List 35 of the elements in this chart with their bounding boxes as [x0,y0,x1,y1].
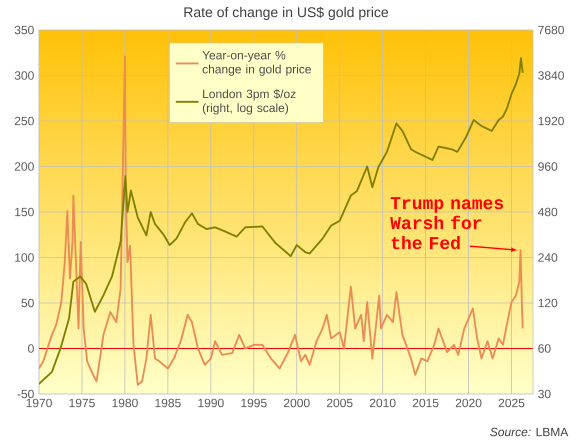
x-tick-label: 1985 [155,398,181,408]
y-tick-label: 350 [14,26,34,34]
x-tick-label: 1980 [112,398,138,408]
x-tick-label: 1970 [26,398,52,408]
y-tick-label: 0 [28,344,34,353]
text: Source: LBMA [490,428,568,436]
y2-tick-label: 60 [538,344,551,353]
y2-tick-label: 960 [538,162,558,171]
y-tick-label: 50 [21,298,34,308]
x-tick-label: 2000 [284,398,310,408]
annotation: Trump names Warsh for the Fed [390,197,504,250]
legend-label: Year-on-year % change in gold price [202,51,311,76]
y2-tick-label: 480 [538,208,558,216]
y2-tick-label: 240 [538,253,558,262]
x-tick-label: 2005 [326,398,353,408]
y-tick-label: 250 [14,116,34,126]
y-tick-label: 200 [14,162,34,171]
y-tick-label: 300 [14,71,34,80]
y-tick-label: -50 [17,390,34,398]
x-tick-label: 2020 [456,398,482,408]
y-tick-label: 100 [15,253,34,262]
chart-title: Rate of change in US$ gold price [184,6,388,20]
y-tick-label: 150 [15,208,34,216]
x-tick-label: 1995 [241,398,267,408]
x-tick-label: 1990 [198,398,224,408]
x-tick-label: 2015 [412,398,438,408]
y2-tick-label: 30 [538,390,551,398]
x-tick-label: 1975 [70,398,95,408]
y2-tick-label: 1920 [538,116,564,126]
y2-tick-label: 7680 [538,26,564,34]
x-tick-label: 2025 [498,398,524,408]
y2-tick-label: 120 [538,298,558,308]
x-tick-label: 2010 [370,398,396,408]
y2-tick-label: 3840 [538,71,564,80]
legend-label: London 3pm $/oz (right, log scale) [202,89,296,115]
